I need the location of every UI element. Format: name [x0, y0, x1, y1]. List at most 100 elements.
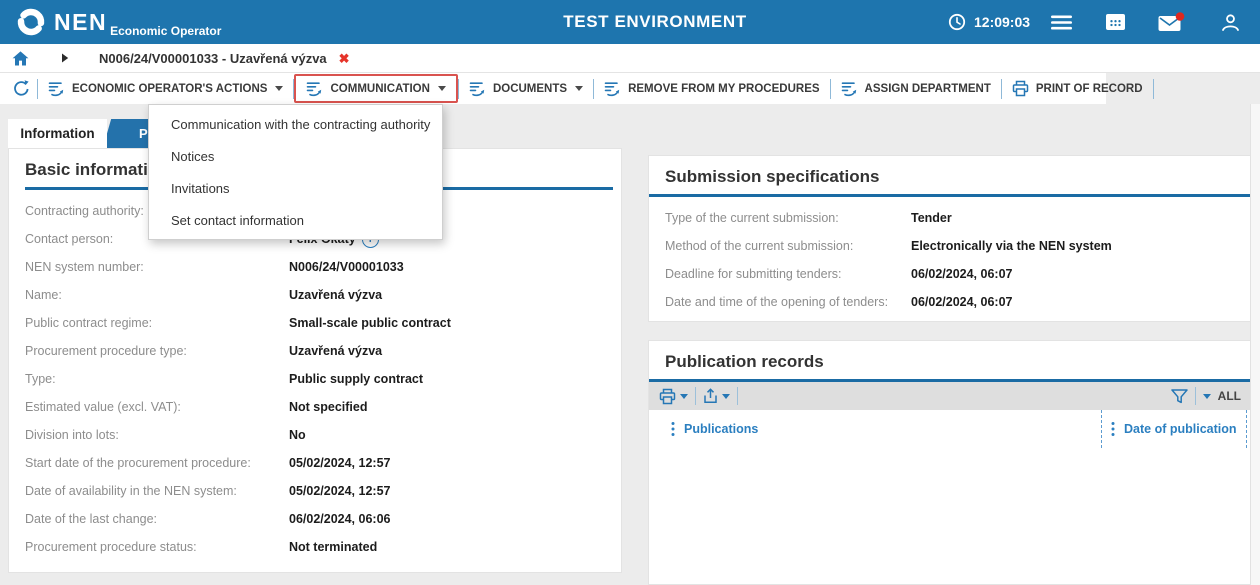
breadcrumb-current-page[interactable]: N006/24/V00001033 - Uzavřená výzva [99, 50, 327, 66]
brand: NEN Economic Operator [16, 0, 221, 44]
field-value: Public supply contract [289, 372, 423, 386]
publication-records-toolbar: ALL [649, 382, 1251, 410]
field-row: Division into lots: No [9, 421, 621, 449]
field-row: Name: Uzavřená výzva [9, 281, 621, 309]
field-label: Procurement procedure type: [25, 344, 187, 358]
nen-logo-swirl-icon [16, 7, 46, 37]
field-row: Method of the current submission: Electr… [649, 232, 1251, 260]
field-row: Estimated value (excl. VAT): Not specifi… [9, 393, 621, 421]
close-icon[interactable]: ✖ [338, 50, 350, 66]
print-of-record-button[interactable]: PRINT OF RECORD [1002, 75, 1153, 102]
field-value-text: Not terminated [289, 540, 378, 554]
breadcrumb-arrow-icon[interactable] [61, 53, 69, 63]
export-icon [704, 388, 717, 404]
field-value-text: N006/24/V00001033 [289, 260, 404, 274]
range-selector[interactable]: ALL [1202, 389, 1241, 403]
field-value-text: 06/02/2024, 06:06 [289, 512, 391, 526]
field-row: Date and time of the opening of tenders:… [649, 288, 1251, 316]
chevron-down-icon [680, 393, 688, 399]
refresh-icon [14, 80, 29, 96]
field-label: Type: [25, 372, 56, 386]
tab-label: P [139, 126, 148, 141]
field-value: 06/02/2024, 06:07 [911, 267, 1012, 281]
field-label: Method of the current submission: [665, 239, 854, 253]
column-header[interactable]: Publications [671, 410, 758, 448]
field-value: 05/02/2024, 12:57 [289, 456, 390, 470]
publication-records-panel: Publication records [648, 340, 1252, 585]
field-row: Type of the current submission: Tender [649, 204, 1251, 232]
field-value: N006/24/V00001033 [289, 260, 404, 274]
chevron-down-icon [722, 393, 730, 399]
menu-item[interactable]: Notices [171, 148, 215, 164]
actions-lines-icon [307, 81, 322, 96]
column-handle-icon [1111, 422, 1115, 436]
field-value-text: Tender [911, 211, 952, 225]
field-value-text: Uzavřená výzva [289, 344, 383, 358]
home-icon[interactable] [12, 50, 29, 66]
printer-icon [1012, 80, 1029, 97]
field-row: Deadline for submitting tenders: 06/02/2… [649, 260, 1251, 288]
column-separator [1246, 410, 1247, 448]
column-separator [1101, 410, 1102, 448]
actions-lines-icon [469, 81, 485, 96]
section-title: Basic information [25, 160, 169, 179]
mail-icon[interactable] [1158, 0, 1185, 44]
chevron-down-icon [1202, 393, 1211, 399]
field-row: Contracting authority: [9, 197, 621, 225]
column-header[interactable]: Date of publication [1111, 410, 1237, 448]
section-title: Submission specifications [665, 167, 880, 186]
hamburger-menu-icon[interactable] [1050, 0, 1073, 44]
field-value: 06/02/2024, 06:07 [911, 295, 1012, 309]
publication-records-header-row: Publications Date of publication [649, 410, 1251, 448]
tab-information[interactable]: Information [8, 119, 107, 148]
menu-item[interactable]: Set contact information [171, 212, 304, 228]
print-menu-button[interactable] [659, 388, 688, 405]
top-header-bar: NEN Economic Operator TEST ENVIRONMENT 1… [0, 0, 1260, 44]
column-header-label: Publications [684, 422, 759, 436]
actions-lines-icon [48, 81, 64, 96]
basic-information-fields: Contracting authority: Contact person: F… [9, 197, 621, 561]
environment-title: TEST ENVIRONMENT [563, 12, 747, 31]
section-underline [649, 194, 1251, 197]
button-label: ASSIGN DEPARTMENT [864, 82, 991, 95]
assign-department-button[interactable]: ASSIGN DEPARTMENT [831, 75, 1001, 102]
column-header-label: Date of publication [1124, 422, 1237, 436]
refresh-button[interactable] [8, 79, 37, 98]
field-value: Tender [911, 211, 952, 225]
economic-operators-actions-button[interactable]: ECONOMIC OPERATOR'S ACTIONS [38, 75, 293, 102]
user-icon[interactable] [1221, 0, 1240, 44]
filter-button[interactable] [1170, 388, 1188, 404]
submission-specifications-panel: Submission specifications Type of the cu… [648, 155, 1252, 322]
brand-name: NEN [54, 8, 108, 35]
field-value: 06/02/2024, 06:06 [289, 512, 390, 526]
vertical-scrollbar[interactable] [1250, 104, 1260, 585]
menu-item[interactable]: Communication with the contracting autho… [171, 116, 431, 132]
button-label: PRINT OF RECORD [1035, 82, 1143, 95]
field-value: Small-scale public contract [289, 316, 451, 330]
field-value-text: Electronically via the NEN system [911, 239, 1112, 253]
clock-time: 12:09:03 [974, 14, 1031, 30]
field-row: Procurement procedure status: Not termin… [9, 533, 621, 561]
communication-menu: Communication with the contracting autho… [148, 104, 443, 240]
field-row: Procurement procedure type: Uzavřená výz… [9, 337, 621, 365]
documents-button[interactable]: DOCUMENTS [459, 75, 593, 102]
field-value-text: 06/02/2024, 06:07 [911, 267, 1013, 281]
field-value: Not specified [289, 400, 368, 414]
calendar-icon[interactable] [1105, 0, 1126, 44]
field-value: Not terminated [289, 540, 377, 554]
export-menu-button[interactable] [703, 388, 730, 404]
menu-item[interactable]: Invitations [171, 180, 230, 196]
field-label: Estimated value (excl. VAT): [25, 400, 181, 414]
printer-icon [659, 388, 676, 404]
field-value: No [289, 428, 306, 442]
remove-from-my-procedures-button[interactable]: REMOVE FROM MY PROCEDURES [594, 75, 829, 102]
field-label: Start date of the procurement procedure: [25, 456, 251, 470]
actions-lines-icon [604, 81, 620, 96]
communication-button[interactable]: COMMUNICATION [294, 74, 458, 103]
field-value: Uzavřená výzva [289, 288, 382, 302]
field-row: Type: Public supply contract [9, 365, 621, 393]
field-label: Date of availability in the NEN system: [25, 484, 237, 498]
breadcrumb: N006/24/V00001033 - Uzavřená výzva ✖ [0, 44, 1260, 73]
field-value-text: 06/02/2024, 06:07 [911, 295, 1013, 309]
field-label: Division into lots: [25, 428, 119, 442]
